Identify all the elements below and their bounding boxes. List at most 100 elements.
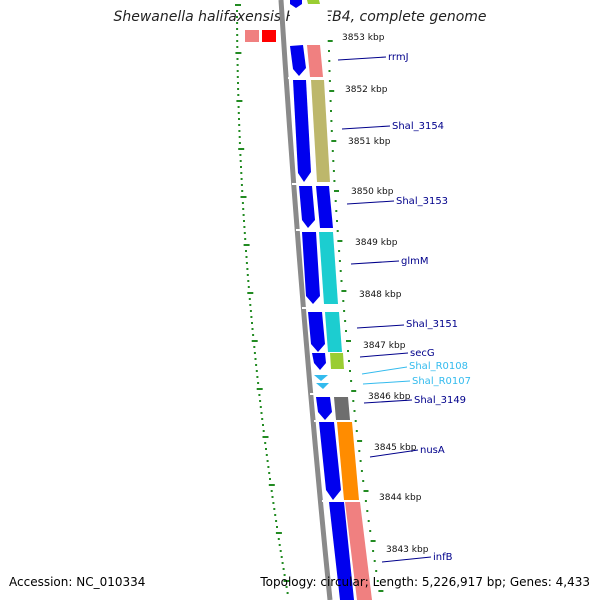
gene-label-Shal_R0108: Shal_R0108 (409, 361, 468, 372)
ring-tick (240, 178, 243, 180)
gene-label-Shal_3151: Shal_3151 (406, 319, 458, 330)
kbp-label: 3846 kbp (368, 392, 411, 402)
scale-tick (338, 260, 341, 262)
ring-tick (239, 154, 242, 156)
scale-tick (362, 480, 365, 482)
scale-tick (332, 170, 335, 172)
scale-tick (345, 330, 347, 332)
scale-tick (358, 450, 361, 452)
ring-tick (236, 10, 238, 12)
ring-tick (242, 208, 245, 210)
scale-tick (352, 400, 355, 402)
separators (288, 77, 364, 502)
cds-track (290, 0, 354, 600)
scale-tick (341, 290, 347, 292)
scale-tick (340, 280, 343, 282)
scale-tick (333, 180, 336, 182)
ring-tick (247, 292, 254, 294)
scale-tick (334, 190, 339, 192)
kbp-scale: 3853 kbp 3852 kbp 3851 kbp 3850 kbp 3849… (342, 33, 429, 555)
scale-tick (355, 430, 358, 432)
ring-tick (249, 310, 252, 312)
cds-arrow (312, 353, 326, 370)
ring-tick (251, 340, 258, 342)
ring-tick (265, 448, 267, 450)
scale-tick (332, 160, 335, 162)
ring-tick (261, 418, 264, 420)
ring-tick (257, 382, 260, 384)
scale-tick (327, 40, 333, 42)
ring-tick (236, 16, 238, 18)
scale-tick (331, 140, 337, 142)
scale-tick (360, 470, 363, 472)
ring-tick (236, 34, 239, 36)
ring-tick (256, 376, 259, 378)
scale-tick (353, 410, 356, 412)
scale-tick (328, 80, 331, 82)
gene-label-rrmJ: rrmJ (388, 52, 409, 63)
ring-tick (242, 214, 245, 216)
scale-tick (364, 500, 367, 502)
category-block (316, 186, 333, 228)
scale-tick (366, 510, 369, 512)
scale-tick (339, 270, 342, 272)
pink-feature (245, 30, 259, 42)
ring-tick (254, 358, 257, 360)
gene-label-infB: infB (433, 552, 453, 563)
ring-tick (278, 544, 281, 546)
scale-tick (359, 460, 362, 462)
ring-tick (243, 232, 246, 234)
scale-tick (329, 100, 332, 102)
cds-arrow (293, 80, 311, 182)
scale-tick (328, 50, 330, 52)
scale-tick (329, 90, 335, 92)
scale-tick (336, 220, 338, 222)
scale-tick (351, 390, 357, 392)
scale-tick (343, 310, 346, 312)
ring-tick (245, 262, 248, 264)
ring-tick (237, 94, 240, 96)
scale-tick (330, 120, 333, 122)
ring-tick (243, 244, 250, 246)
ring-tick (282, 568, 285, 570)
scale-tick (350, 380, 353, 382)
ring-tick (275, 532, 282, 534)
scale-tick (363, 490, 369, 492)
ring-tick (235, 52, 242, 54)
ring-tick (279, 550, 282, 552)
ring-tick (238, 130, 241, 132)
ring-tick (240, 172, 243, 174)
ring-tick (247, 280, 250, 282)
ring-tick (237, 88, 240, 90)
ring-tick (246, 268, 249, 270)
scale-tick (328, 60, 331, 62)
trna-arrow (316, 383, 329, 389)
category-track (307, 0, 372, 600)
cds-arrow (302, 232, 320, 304)
scale-tick (367, 520, 370, 522)
ring-tick (250, 316, 253, 318)
ring-tick (239, 160, 242, 162)
gene-label-Shal_3149: Shal_3149 (414, 395, 466, 406)
category-block (311, 80, 330, 182)
ring-tick (236, 58, 239, 60)
ring-tick (237, 112, 240, 114)
scale-tick (334, 200, 337, 202)
scale-tick (354, 420, 357, 422)
kbp-label: 3845 kbp (374, 443, 417, 453)
scale-tick (369, 530, 372, 532)
category-block (307, 45, 323, 77)
ring-tick (240, 184, 243, 186)
scale-tick (349, 370, 351, 372)
scale-tick (328, 70, 331, 72)
gene-label-Shal_3153: Shal_3153 (396, 196, 448, 207)
ring-tick (256, 388, 263, 390)
ring-tick (238, 124, 241, 126)
ring-tick (268, 484, 275, 486)
ring-tick (277, 538, 280, 540)
scale-tick (331, 150, 334, 152)
ring-tick (251, 322, 253, 324)
ring-tick (264, 442, 267, 444)
cds-arrow (319, 422, 341, 500)
